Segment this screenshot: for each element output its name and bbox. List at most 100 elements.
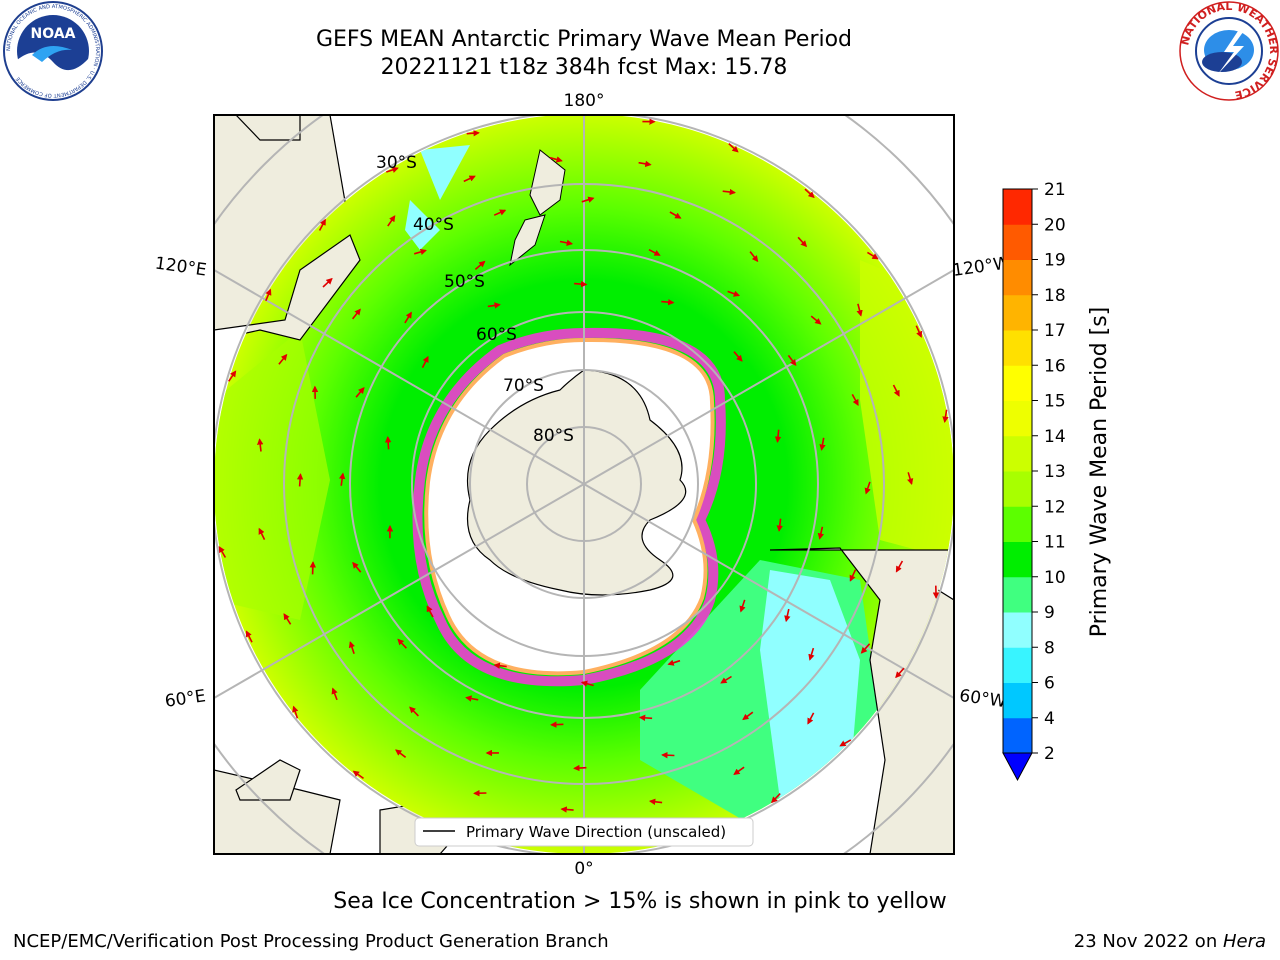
colorbar-tick-label: 18 [1044, 286, 1066, 306]
wave-direction-arrow [839, 739, 852, 747]
colorbar-segment [1003, 506, 1032, 542]
wave-direction-arrow [283, 613, 292, 625]
wave-direction-arrow [339, 472, 346, 486]
wave-direction-arrow [559, 239, 574, 246]
wave-direction-arrow [386, 166, 399, 173]
wave-direction-arrow [348, 641, 355, 654]
wave-direction-arrow [351, 308, 361, 320]
colorbar-segment [1003, 647, 1032, 683]
colorbar-segment [1003, 435, 1032, 472]
wave-direction-arrow [733, 351, 743, 362]
lon-label-0: 0° [574, 859, 593, 879]
colorbar-segment [1003, 400, 1032, 437]
footer-host: Hera [1222, 931, 1266, 952]
wave-direction-arrow [318, 218, 326, 231]
wave-direction-arrow [384, 436, 392, 450]
colorbar-tick-label: 20 [1044, 215, 1066, 235]
colorbar-segment [1003, 612, 1032, 648]
wave-direction-arrow [638, 160, 652, 167]
wave-direction-arrow [810, 315, 822, 325]
wave-direction-arrow [409, 706, 419, 717]
wave-direction-arrow [387, 215, 396, 227]
wave-direction-arrow [860, 643, 871, 654]
colorbar-tick-label: 11 [1044, 533, 1066, 553]
lon-label-120e: 120°E [154, 254, 208, 281]
lon-label-60e: 60°E [164, 686, 207, 711]
wave-direction-arrow [749, 251, 759, 263]
wave-direction-arrow [774, 429, 782, 443]
wave-direction-arrow [550, 721, 564, 728]
wave-direction-arrow [849, 569, 857, 582]
wave-direction-arrow [895, 667, 905, 679]
wave-direction-arrow [228, 370, 237, 382]
map-area: Primary Wave Direction (unscaled) [214, 115, 954, 854]
wave-direction-arrow [942, 409, 949, 423]
sea-ice-caption: Sea Ice Concentration > 15% is shown in … [333, 889, 947, 914]
wave-direction-arrow [245, 630, 253, 643]
lat-label-70s: 70°S [503, 376, 544, 396]
wave-direction-arrow [493, 662, 507, 669]
wave-direction-arrow [784, 608, 791, 623]
noaa-logo: NOAA NATIONAL OCEANIC AND ATMOSPHERIC AD… [3, 1, 103, 101]
lat-label-40s: 40°S [413, 215, 454, 235]
graticule [214, 115, 954, 854]
wave-direction-arrow [907, 472, 914, 486]
wave-direction-arrow [581, 196, 595, 203]
colorbar-tick-label: 17 [1044, 321, 1066, 341]
lat-label-80s: 80°S [533, 426, 574, 446]
wave-direction-arrow [549, 156, 563, 163]
colorbar-tick-label: 12 [1044, 497, 1066, 517]
wave-direction-arrow [819, 437, 826, 451]
wave-direction-arrow [722, 188, 736, 196]
wave-direction-arrow [296, 473, 304, 487]
wave-direction-arrow [733, 766, 745, 775]
wave-direction-arrow [395, 749, 407, 758]
map-frame [213, 114, 955, 855]
antarctica [466, 369, 687, 596]
wave-direction-arrow [661, 298, 675, 306]
wave-direction-arrow [426, 605, 434, 618]
wave-direction-arrow [573, 764, 587, 772]
wave-direction-arrow [797, 236, 808, 248]
wave-direction-arrow [413, 248, 427, 255]
colorbar-segment [1003, 259, 1032, 296]
noaa-logo-text: NOAA [31, 26, 76, 42]
footer-credit: NCEP/EMC/Verification Post Processing Pr… [13, 931, 609, 952]
colorbar: 2 4 6 8 9 10 11 12 13 14 15 16 17 18 19 20 21 [1002, 180, 1066, 782]
wave-direction-arrow [258, 527, 266, 540]
footer-date: 23 Nov 2022 on Hera [1074, 931, 1266, 952]
wave-direction-arrow [720, 675, 732, 684]
wave-direction-arrow [895, 560, 904, 573]
wave-direction-arrow [397, 638, 407, 649]
wave-direction-arrow [804, 188, 815, 199]
wave-direction-arrow [487, 302, 501, 309]
wave-direction-arrow [355, 387, 365, 398]
wave-direction-arrow [493, 209, 507, 216]
lon-label-60w: 60°W [958, 686, 1007, 712]
footer-date-text: 23 Nov 2022 on [1073, 931, 1223, 952]
wave-direction-arrow [669, 211, 682, 219]
nws-logo: NATIONAL WEATHER SERVICE [1178, 0, 1280, 102]
colorbar-tick-label: 13 [1044, 462, 1066, 482]
map-legend: Primary Wave Direction (unscaled) [414, 817, 754, 847]
wave-direction-arrow [404, 311, 412, 324]
colorbar-tick-label: 14 [1044, 427, 1066, 447]
wave-direction-arrow [771, 793, 781, 804]
colorbar-extend-triangle [1002, 752, 1033, 782]
wave-direction-arrow [257, 438, 264, 452]
wave-direction-arrow [856, 303, 863, 317]
colorbar-tick-label: 21 [1044, 180, 1066, 200]
wave-direction-arrow [265, 288, 272, 302]
colorbar-tick-label: 6 [1044, 674, 1055, 694]
colorbar-tick-label: 15 [1044, 392, 1066, 412]
wave-direction-arrow [661, 751, 675, 759]
wave-direction-arrow [851, 394, 859, 407]
wave-direction-arrow [466, 129, 480, 137]
chart-title-line1: GEFS MEAN Antarctic Primary Wave Mean Pe… [315, 27, 853, 52]
wave-direction-arrow [352, 770, 364, 780]
lat-label-60s: 60°S [476, 325, 517, 345]
wave-direction-arrow [463, 175, 476, 183]
wave-direction-arrow [739, 599, 746, 613]
colorbar-segment [1003, 224, 1032, 260]
